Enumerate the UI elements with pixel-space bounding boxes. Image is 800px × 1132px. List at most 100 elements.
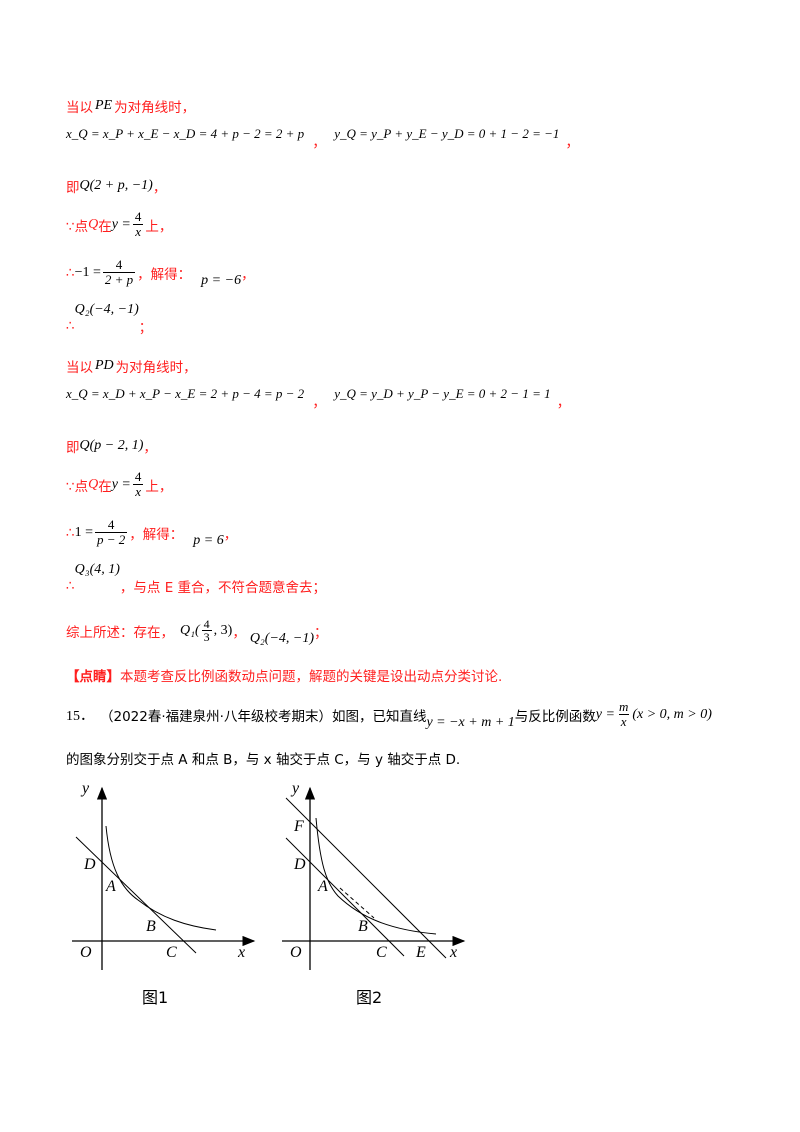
label-a: A bbox=[106, 878, 116, 895]
case-pd-result: ∴ Q₃(4, 1) ，与点 E 重合，不符合题意舍去； bbox=[66, 562, 326, 596]
therefore: ∴ bbox=[66, 264, 75, 281]
q2-coord: Q₂(−4, −1) bbox=[74, 302, 139, 317]
case-pd-heading: 当以 PD 为对角线时， bbox=[66, 356, 197, 376]
text: ， bbox=[152, 180, 167, 196]
curve-lhs: y = bbox=[111, 476, 131, 492]
dianjing-text: 本题考查反比例函数动点问题，解题的关键是设出动点分类讨论. bbox=[120, 669, 503, 685]
text: ； bbox=[138, 320, 153, 336]
hyperbola bbox=[315, 817, 437, 935]
numerator: 4 bbox=[115, 257, 123, 272]
label-c: C bbox=[166, 944, 177, 961]
text: 上， bbox=[145, 478, 173, 495]
label-o: O bbox=[80, 944, 92, 961]
figure-1-caption: 图1 bbox=[142, 988, 169, 1007]
text: 即 bbox=[66, 180, 80, 196]
case-pe-q-point: 即 Q(2 + p, −1) ， bbox=[66, 176, 166, 196]
var-q: Q bbox=[88, 216, 99, 232]
text: ； bbox=[314, 624, 328, 641]
solve-result: p = 6 bbox=[193, 532, 224, 548]
problem-15-line2: 的图象分别交于点 A 和点 B，与 x 轴交于点 C，与 y 轴交于点 D. bbox=[66, 748, 460, 768]
q3-coord: Q₃(4, 1) bbox=[74, 562, 120, 577]
case-pe-result: ∴ Q₂(−4, −1) ； bbox=[66, 302, 152, 336]
text: ， bbox=[223, 526, 238, 543]
text: ∵点 bbox=[66, 478, 89, 495]
numerator: 4 bbox=[134, 469, 142, 484]
dianjing-note: 【点睛】 本题考查反比例函数动点问题，解题的关键是设出动点分类讨论. bbox=[66, 665, 502, 685]
dianjing-tag: 【点睛】 bbox=[66, 669, 120, 685]
q1-label: Q₁( bbox=[180, 622, 200, 638]
problem-15-line1: 15． （2022春·福建泉州·八年级校考期末） 如图，已知直线 y = −x … bbox=[66, 700, 712, 730]
line-fe bbox=[285, 797, 447, 959]
line-dc bbox=[285, 837, 405, 957]
comma: ， bbox=[312, 396, 327, 411]
label-x: x bbox=[238, 944, 246, 961]
problem-text: 如图，已知直线 bbox=[331, 708, 427, 725]
label-e: E bbox=[416, 944, 426, 961]
text: ∵点 bbox=[66, 218, 89, 235]
heading-text: 当以 bbox=[66, 100, 93, 116]
label-a: A bbox=[318, 878, 328, 895]
case-pe-equations: x_Q = x_P + x_E − x_D = 4 + p − 2 = 2 + … bbox=[66, 124, 579, 151]
text: ， bbox=[143, 440, 157, 456]
denominator: x bbox=[133, 484, 144, 499]
problem-text: 与反比例函数 bbox=[514, 708, 596, 725]
case-pd-q-point: 即 Q(p − 2, 1) ， bbox=[66, 436, 157, 456]
label-x: x bbox=[450, 944, 458, 961]
yq-equation: y_Q = y_P + y_E − y_D = 0 + 1 − 2 = −1 bbox=[334, 126, 560, 141]
numerator: 4 bbox=[134, 209, 142, 224]
numerator: 4 bbox=[203, 617, 210, 631]
denominator: x bbox=[618, 714, 629, 729]
problem-source: （2022春·福建泉州·八年级校考期末） bbox=[100, 708, 332, 725]
problem-number: 15． bbox=[66, 708, 94, 724]
figure-2-caption: 图2 bbox=[356, 988, 383, 1007]
label-d: D bbox=[294, 856, 306, 873]
solve-result: p = −6 bbox=[201, 272, 242, 288]
xq-equation: x_Q = x_D + x_P − x_E = 2 + p − 4 = p − … bbox=[66, 386, 305, 401]
comma: ， bbox=[556, 396, 571, 411]
heading-text: 当以 bbox=[66, 360, 93, 376]
curve-lhs: y = bbox=[111, 216, 131, 232]
label-b: B bbox=[146, 918, 156, 935]
hyperbola bbox=[105, 825, 217, 931]
summary-text: 综上所述：存在， bbox=[66, 624, 174, 641]
case-pe-heading: 当以 PE 为对角线时， bbox=[66, 96, 195, 116]
denominator: p − 2 bbox=[95, 532, 128, 547]
label-y: y bbox=[82, 780, 90, 797]
text: 即 bbox=[66, 440, 80, 456]
lhs: 1 = bbox=[74, 524, 93, 540]
figure-1-diagram bbox=[72, 786, 256, 970]
figure-2-diagram bbox=[282, 786, 466, 970]
therefore: ∴ bbox=[66, 524, 75, 541]
diagonal-var: PE bbox=[95, 98, 113, 113]
var-q: Q bbox=[88, 476, 99, 492]
denominator: 2 + p bbox=[102, 272, 136, 287]
line-equation: y = −x + m + 1 bbox=[426, 714, 515, 730]
diagonal-var: PD bbox=[95, 358, 114, 373]
problem-text: 的图象分别交于点 A 和点 B，与 x 轴交于点 C，与 y 轴交于点 D. bbox=[66, 752, 461, 768]
line-dc bbox=[75, 836, 197, 954]
func-lhs: y = bbox=[595, 706, 615, 722]
heading-text: 为对角线时， bbox=[114, 100, 196, 116]
lhs: −1 = bbox=[74, 264, 101, 280]
text: ，解得： bbox=[137, 266, 192, 283]
numerator: 4 bbox=[107, 517, 115, 532]
therefore: ∴ bbox=[66, 578, 75, 594]
heading-text: 为对角线时， bbox=[115, 360, 197, 376]
label-c: C bbox=[376, 944, 387, 961]
text: 在 bbox=[98, 478, 112, 495]
q-coord: Q(2 + p, −1) bbox=[79, 178, 153, 193]
numerator: m bbox=[618, 699, 629, 714]
label-y: y bbox=[292, 780, 300, 797]
text: 在 bbox=[98, 218, 112, 235]
label-o: O bbox=[290, 944, 302, 961]
